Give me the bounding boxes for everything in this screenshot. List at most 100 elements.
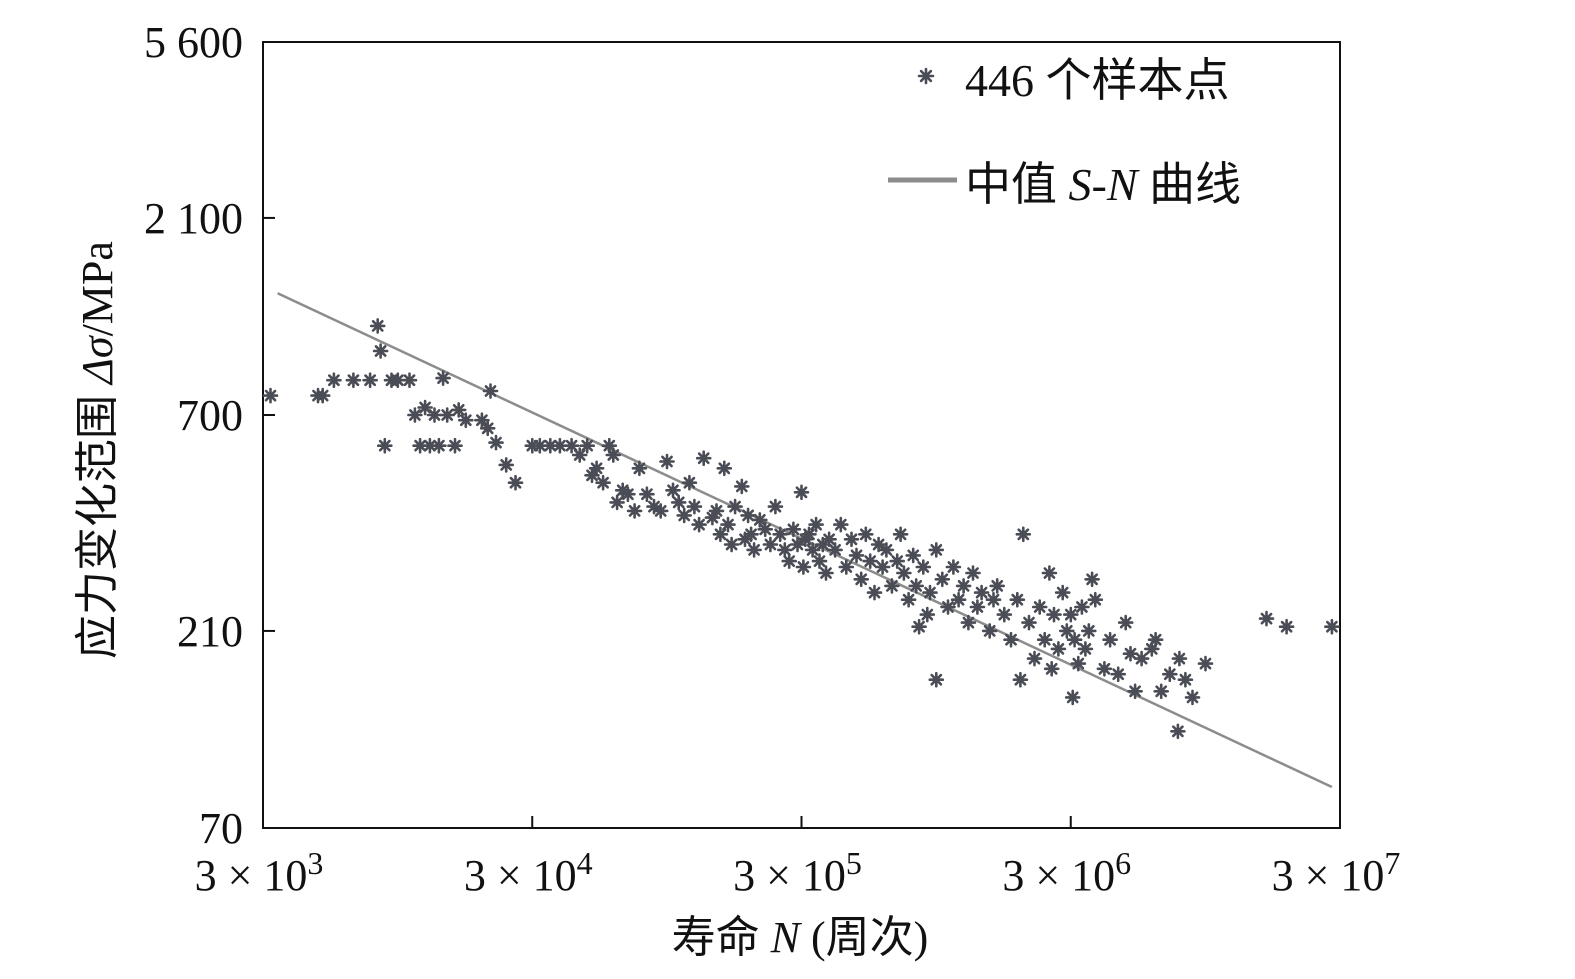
sample-point xyxy=(686,498,703,515)
sample-points-layer xyxy=(262,318,1340,740)
sample-point xyxy=(584,467,600,484)
sample-point xyxy=(1197,655,1214,672)
sample-point xyxy=(1054,584,1071,601)
sample-point xyxy=(704,509,721,526)
sample-point xyxy=(723,536,740,553)
sample-point xyxy=(789,536,806,553)
sample-point xyxy=(757,521,773,538)
sample-point xyxy=(848,547,865,564)
sample-point xyxy=(896,565,912,581)
sample-point xyxy=(412,437,428,454)
sample-point xyxy=(426,407,443,423)
sample-point xyxy=(345,372,362,388)
sample-point xyxy=(950,591,967,608)
sample-point xyxy=(919,606,936,623)
sample-point xyxy=(1127,683,1143,700)
sample-point xyxy=(609,494,625,511)
x-tick-label: 3 × 105 xyxy=(733,845,862,900)
sample-point xyxy=(422,437,438,454)
sample-point xyxy=(1012,671,1029,688)
sample-point xyxy=(431,437,447,454)
sample-point xyxy=(479,420,496,437)
sample-point xyxy=(712,526,729,543)
sample-point xyxy=(862,553,878,569)
sample-point xyxy=(737,531,753,548)
sample-point xyxy=(681,474,698,491)
sample-point xyxy=(818,565,834,581)
sample-point xyxy=(762,536,779,553)
legend-star-glyph xyxy=(917,67,935,85)
sample-point xyxy=(372,343,389,359)
sample-point xyxy=(889,553,905,569)
sample-point xyxy=(262,387,279,404)
sample-point xyxy=(326,372,342,388)
sample-point xyxy=(767,498,784,515)
sample-point xyxy=(691,516,707,533)
sample-point xyxy=(922,584,938,601)
sample-point xyxy=(447,437,463,454)
sample-point xyxy=(1184,689,1201,706)
sample-point xyxy=(720,516,736,533)
sample-point xyxy=(838,559,855,575)
sample-point xyxy=(821,531,837,548)
sample-point xyxy=(1064,689,1081,706)
sample-point xyxy=(884,578,900,594)
sample-point xyxy=(795,559,812,575)
sample-point xyxy=(793,484,810,501)
sample-point xyxy=(1043,661,1060,677)
sample-point xyxy=(401,372,418,388)
sample-point xyxy=(377,437,393,454)
sample-point xyxy=(1084,571,1100,588)
sample-point xyxy=(1081,623,1097,639)
sample-point xyxy=(695,450,712,466)
sample-point xyxy=(708,503,725,519)
y-tick-label: 210 xyxy=(177,607,243,656)
sample-point xyxy=(1066,631,1083,648)
sample-point xyxy=(874,559,891,575)
sample-point xyxy=(811,553,828,569)
sample-point xyxy=(1046,606,1062,623)
sample-point xyxy=(1063,606,1079,623)
sample-point xyxy=(843,531,860,548)
sample-point xyxy=(853,571,869,588)
legend-line-label: 中值 S-N 曲线 xyxy=(965,159,1241,210)
sample-point xyxy=(1122,645,1139,662)
sample-point xyxy=(498,457,514,473)
sample-point xyxy=(1170,723,1186,740)
sample-point xyxy=(435,370,451,386)
sample-point xyxy=(390,372,406,388)
legend: 446 个样本点 中值 S-N 曲线 xyxy=(888,55,1241,210)
sample-point xyxy=(646,498,662,515)
sample-point xyxy=(1171,650,1188,667)
sample-point xyxy=(1324,618,1340,635)
x-tick-label: 3 × 104 xyxy=(464,845,593,900)
sample-point xyxy=(439,407,455,423)
sample-point xyxy=(866,584,883,601)
sample-point xyxy=(1070,655,1087,672)
sample-point xyxy=(631,460,648,477)
sample-point xyxy=(482,383,499,399)
sample-point xyxy=(1162,666,1178,682)
sample-point xyxy=(989,578,1005,594)
sample-point xyxy=(1021,614,1037,631)
sample-point xyxy=(601,437,618,454)
sample-point xyxy=(670,494,687,511)
sample-point xyxy=(1015,526,1032,543)
sample-point xyxy=(1144,641,1160,657)
sample-point xyxy=(833,516,849,533)
x-tick-label: 3 × 106 xyxy=(1002,845,1131,900)
sample-point xyxy=(1153,683,1169,700)
sample-point xyxy=(808,516,824,533)
sample-point xyxy=(676,507,692,524)
sample-point xyxy=(1074,599,1090,615)
sample-point xyxy=(314,387,331,404)
sample-point xyxy=(743,526,759,543)
sample-point xyxy=(542,437,559,454)
sample-point xyxy=(1003,631,1019,648)
sample-point xyxy=(915,559,932,575)
sample-point xyxy=(985,591,1002,608)
sample-point xyxy=(1050,641,1067,657)
sample-point xyxy=(532,437,548,454)
sample-point xyxy=(905,547,921,564)
